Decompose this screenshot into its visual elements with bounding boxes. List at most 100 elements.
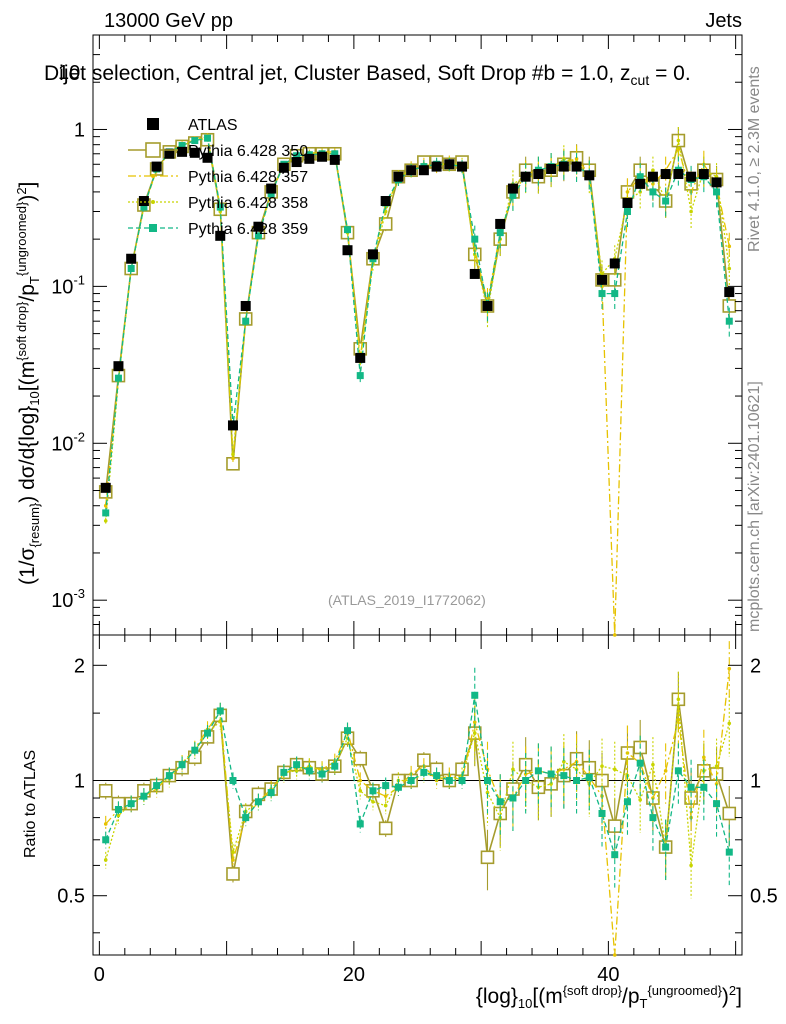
pythia-6-428-357-ratio-marker [231,858,235,862]
analysis-id: (ATLAS_2019_I1772062) [328,592,486,608]
pythia-6-428-358-marker [676,138,681,143]
pythia-6-428-359-ratio-marker [229,777,237,785]
pythia-6-428-359-marker [293,152,301,160]
pythia-6-428-359-ratio-marker [687,783,695,791]
atlas-marker [597,274,608,285]
pythia-6-428-358-marker [727,266,732,271]
pythia-6-428-359-ratio-marker [725,848,733,856]
atlas-marker [635,178,646,189]
pythia-6-428-359-ratio-marker [216,707,224,715]
selection-tail: = 0. [649,62,691,85]
atlas-marker [571,161,582,172]
pythia-6-428-358-ratio-marker [714,764,719,768]
pythia-6-428-359-ratio-marker [700,783,708,791]
pythia-6-428-359-ratio-marker [305,767,313,775]
atlas-marker [164,148,175,159]
legend-label-pythia-6-428-357: Pythia 6.428 357 [188,169,308,186]
atlas-marker [291,157,302,168]
pythia-6-428-359-ratio-marker [127,800,135,808]
ratio-tick-label-right: 1 [750,771,761,793]
pythia-6-428-357-marker [727,244,732,249]
pythia-6-428-359-ratio-marker [509,794,517,802]
pythia-6-428-359-ratio-marker [483,777,491,785]
ratio-tick-label-right: 2 [750,655,761,677]
pythia-6-428-358-ratio-marker [549,782,553,786]
rivet-label: Rivet 4.1.0, ≥ 2.3M events [746,66,763,252]
pythia-6-428-359-ratio-marker [331,762,339,770]
pythia-6-428-359-ratio-marker [662,843,670,851]
pythia-6-428-359-ratio-marker [153,782,161,790]
mcplots-label: mcplots.cern.ch [arXiv:2401.10621] [746,381,763,632]
y-tick-label: 10-3 [51,586,85,612]
pythia-6-428-359-ratio-marker [445,777,453,785]
atlas-marker [393,171,404,182]
lower-frame [92,634,743,956]
pythia-6-428-359-marker [140,203,148,211]
atlas-marker [584,170,595,181]
atlas-marker [177,146,188,157]
atlas-marker [355,352,366,363]
pythia-6-428-359-ratio-marker [293,761,301,769]
pythia-6-428-357-ratio-marker [562,767,566,772]
pythia-6-428-358-ratio-line [105,699,730,866]
pythia-6-428-358-ratio-marker [651,762,655,767]
legend-marker-pythia-6-428-359 [149,224,157,232]
pythia-6-428-358-ratio-marker [600,764,604,768]
x-axis-title: {log}10[(m{soft drop}/pT{ungroomed})2] [475,983,742,1012]
pythia-6-428-359-marker [713,188,721,196]
ratio-tick-label-left: 2 [74,655,85,677]
pythia-6-428-358-marker [600,272,604,276]
pythia-6-428-359-marker [356,372,364,380]
pythia-6-428-350-ratio-marker [378,821,393,836]
atlas-marker [253,221,264,232]
pythia-6-428-357-marker [574,157,579,161]
legend-label-pythia-6-428-350: Pythia 6.428 350 [188,143,308,160]
pythia-6-428-358-marker [103,519,108,523]
pythia-6-428-358-ratio-marker [638,798,642,802]
pythia-6-428-359-marker [636,173,644,181]
atlas-marker [240,300,251,311]
pythia-6-428-359-ratio-marker [649,814,657,822]
atlas-marker [507,183,518,194]
pythia-6-428-359-ratio-marker [242,814,250,822]
atlas-marker [482,300,493,311]
pythia-6-428-359-marker [344,226,352,234]
atlas-marker [342,245,353,256]
atlas-marker [660,169,671,180]
pythia-6-428-359-ratio-marker [623,798,631,806]
pythia-6-428-359-ratio-marker [573,777,581,785]
atlas-marker [189,147,200,158]
legend-label-atlas: ATLAS [188,117,238,134]
pythia-6-428-359-marker [242,317,250,325]
atlas-marker [380,196,391,207]
pythia-6-428-358-ratio-marker [472,731,477,735]
atlas-marker [304,153,315,164]
atlas-marker [546,163,557,174]
atlas-marker [266,183,277,194]
pythia-6-428-358-ratio-marker [218,719,223,723]
upper-y-axis-title: (1/σ{resum}) dσ/d{log}10[(m{soft drop}/p… [14,181,43,585]
pythia-6-428-359-marker [623,208,631,216]
pythia-6-428-350-ratio-marker [722,806,737,821]
pythia-6-428-359-ratio-marker [178,761,186,769]
pythia-6-428-357-ratio-marker [727,666,732,671]
pythia-6-428-359-ratio-marker [471,691,479,699]
pythia-6-428-359-ratio-marker [165,772,173,780]
atlas-marker [558,161,569,172]
atlas-marker [151,161,162,172]
pythia-6-428-358-marker [689,209,693,214]
atlas-marker [622,197,633,208]
pythia-6-428-359-marker [649,188,657,196]
pythia-6-428-358-ratio-marker [358,788,363,793]
pythia-6-428-359-ratio-line [105,695,730,858]
pythia-6-428-359-ratio-marker [369,787,377,795]
atlas-marker [724,287,735,298]
legend-marker-pythia-6-428-358 [151,200,155,204]
selection-main: Dijet selection, Central jet, Cluster Ba… [44,62,631,85]
pythia-6-428-357-ratio-marker [358,778,363,783]
atlas-marker [711,177,722,188]
pythia-6-428-357-ratio-line [105,668,730,956]
pythia-6-428-350-ratio-marker [353,751,368,766]
pythia-6-428-359-ratio-marker [254,798,262,806]
